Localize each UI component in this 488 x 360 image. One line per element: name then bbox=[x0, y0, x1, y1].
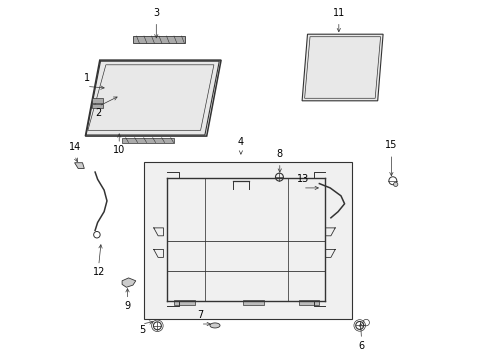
Text: 15: 15 bbox=[385, 140, 397, 150]
Circle shape bbox=[393, 182, 397, 186]
Polygon shape bbox=[86, 61, 219, 135]
Polygon shape bbox=[133, 36, 185, 43]
Polygon shape bbox=[302, 34, 382, 101]
Text: 5: 5 bbox=[139, 325, 145, 336]
Polygon shape bbox=[122, 138, 174, 143]
Polygon shape bbox=[122, 278, 136, 287]
Text: 3: 3 bbox=[153, 8, 159, 18]
Text: 1: 1 bbox=[83, 73, 90, 83]
Text: 6: 6 bbox=[358, 341, 364, 351]
Text: 7: 7 bbox=[197, 310, 203, 320]
Ellipse shape bbox=[209, 323, 220, 328]
Text: 13: 13 bbox=[296, 174, 308, 184]
Text: 4: 4 bbox=[237, 137, 244, 147]
FancyBboxPatch shape bbox=[91, 98, 103, 103]
FancyBboxPatch shape bbox=[174, 300, 195, 305]
Text: 8: 8 bbox=[276, 149, 282, 159]
Text: 10: 10 bbox=[113, 145, 125, 156]
FancyBboxPatch shape bbox=[242, 300, 263, 305]
Polygon shape bbox=[75, 163, 84, 168]
Text: 9: 9 bbox=[124, 301, 130, 311]
Text: 2: 2 bbox=[95, 108, 102, 118]
Text: 11: 11 bbox=[332, 8, 344, 18]
Text: 12: 12 bbox=[92, 267, 104, 277]
FancyBboxPatch shape bbox=[91, 104, 103, 108]
Text: 14: 14 bbox=[68, 142, 81, 152]
FancyBboxPatch shape bbox=[298, 300, 319, 305]
FancyBboxPatch shape bbox=[143, 162, 352, 319]
